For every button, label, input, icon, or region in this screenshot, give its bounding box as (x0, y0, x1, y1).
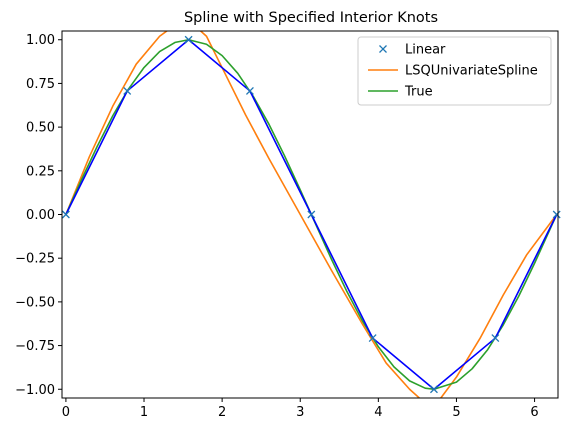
x-marker-stroke (430, 385, 438, 394)
linear-point-marker (245, 86, 254, 95)
legend-label: True (404, 85, 433, 100)
linear-point-marker (552, 210, 561, 219)
x-marker-stroke (245, 86, 254, 95)
legend-marker (379, 45, 387, 53)
y-tick-label: 0.50 (26, 121, 55, 136)
linear-point-marker (368, 334, 377, 343)
x-tick-label: 5 (452, 405, 460, 420)
chart-title: Spline with Specified Interior Knots (184, 10, 438, 26)
x-tick-label: 0 (62, 405, 70, 420)
axis-layer: 0 1 2 3 4 5 6 1.00 0.75 0.50 0.25 0.00 −0.25 −0.50 −0.… (15, 33, 539, 420)
linear-point-marker (307, 210, 316, 219)
x-marker-stroke (123, 86, 132, 95)
y-tick-label: −0.75 (15, 339, 55, 354)
x-tick-label: 2 (218, 405, 226, 420)
y-tick-label: 1.00 (26, 33, 55, 48)
y-tick-label: −0.50 (15, 295, 55, 310)
linear-point-marker (430, 385, 438, 394)
x-marker-stroke (491, 334, 500, 343)
y-tick-label: 0.00 (26, 208, 55, 223)
legend-box (357, 36, 552, 106)
marker-layer (61, 35, 561, 394)
linear-point-marker (61, 210, 70, 219)
x-marker-stroke (61, 210, 70, 219)
linear-point-marker (184, 35, 193, 44)
legend-label: Linear (405, 43, 446, 58)
x-marker-stroke (307, 210, 316, 219)
x-tick-label: 1 (140, 405, 148, 420)
linear-point-marker (123, 86, 132, 95)
linear-point-marker (491, 334, 500, 343)
x-marker-stroke (184, 35, 193, 44)
x-marker-stroke (368, 334, 377, 343)
x-marker-stroke (379, 45, 387, 53)
x-marker-stroke (552, 210, 561, 219)
legend-label: LSQUnivariateSpline (405, 64, 538, 79)
legend: Linear LSQUnivariateSpline True (357, 36, 552, 106)
y-tick-label: 0.75 (26, 77, 55, 92)
x-tick-label: 6 (530, 405, 538, 420)
y-tick-label: 0.25 (26, 164, 55, 179)
x-tick-label: 3 (296, 405, 304, 420)
y-tick-label: −0.25 (15, 252, 55, 267)
y-tick-label: −1.00 (15, 383, 55, 398)
x-tick-label: 4 (374, 405, 382, 420)
